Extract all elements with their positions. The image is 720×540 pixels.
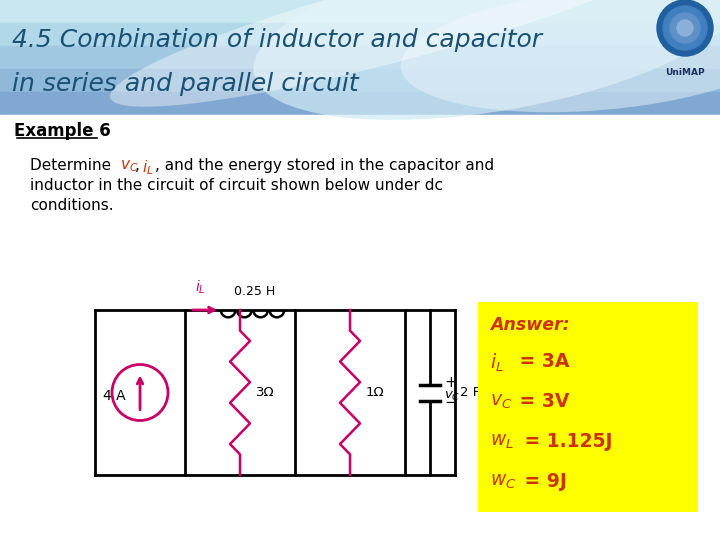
Text: ,: ,	[135, 158, 145, 173]
Text: = 3A: = 3A	[513, 352, 570, 371]
Bar	[0, 0, 720, 23]
FancyBboxPatch shape	[478, 302, 698, 512]
Bar	[0, 46, 720, 69]
Text: in series and parallel circuit: in series and parallel circuit	[12, 72, 359, 96]
Text: = 3V: = 3V	[513, 392, 570, 411]
Text: Determine: Determine	[30, 158, 116, 173]
Text: 2 F: 2 F	[460, 386, 480, 399]
Circle shape	[657, 0, 713, 56]
Text: $v_C$: $v_C$	[444, 390, 460, 403]
Text: = 9J: = 9J	[518, 472, 567, 491]
Text: $i_L$: $i_L$	[194, 279, 205, 296]
Bar	[0, 69, 720, 92]
Text: $w_L$: $w_L$	[490, 432, 514, 451]
Circle shape	[670, 13, 700, 43]
Text: 4.5 Combination of inductor and capacitor: 4.5 Combination of inductor and capacito…	[12, 28, 542, 52]
Text: Example 6: Example 6	[14, 122, 111, 140]
Text: $v_C$: $v_C$	[490, 392, 512, 411]
Text: = 1.125J: = 1.125J	[518, 432, 613, 451]
Text: inductor in the circuit of circuit shown below under dc: inductor in the circuit of circuit shown…	[30, 178, 443, 193]
Text: −: −	[444, 395, 456, 410]
Text: $i_L$: $i_L$	[490, 352, 504, 374]
Ellipse shape	[110, 0, 690, 107]
Circle shape	[663, 6, 707, 50]
Text: $v_C$: $v_C$	[120, 158, 138, 174]
Circle shape	[677, 20, 693, 36]
Text: 3Ω: 3Ω	[256, 386, 274, 399]
Text: $w_C$: $w_C$	[490, 472, 516, 491]
Text: 0.25 H: 0.25 H	[235, 285, 276, 298]
Text: 1Ω: 1Ω	[366, 386, 384, 399]
Bar	[0, 23, 720, 46]
Text: +: +	[444, 375, 456, 390]
Ellipse shape	[401, 0, 720, 112]
Bar	[0, 115, 720, 540]
Text: , and the energy stored in the capacitor and: , and the energy stored in the capacitor…	[155, 158, 494, 173]
Bar	[0, 92, 720, 115]
Text: Answer:: Answer:	[490, 316, 570, 334]
Text: UniMAP: UniMAP	[665, 68, 705, 77]
Text: $i_L$: $i_L$	[142, 158, 153, 177]
Text: 4 A: 4 A	[103, 388, 125, 402]
Ellipse shape	[253, 0, 720, 120]
Text: conditions.: conditions.	[30, 198, 114, 213]
